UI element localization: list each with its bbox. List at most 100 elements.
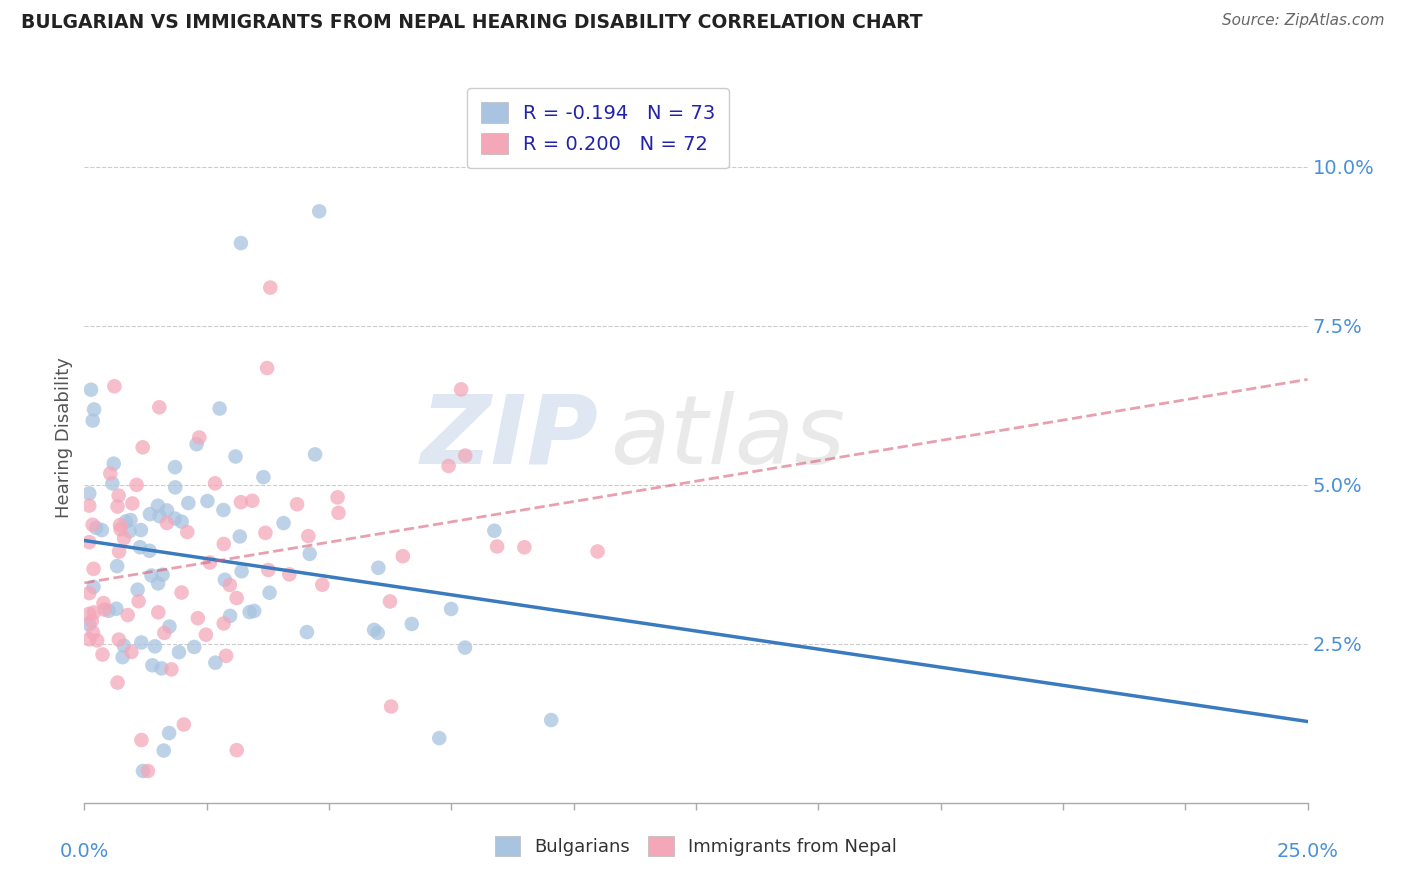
Point — [231, 564, 253, 578]
Point — [146, 499, 169, 513]
Point — [187, 611, 209, 625]
Point — [90, 523, 112, 537]
Point — [188, 430, 211, 444]
Point — [77, 617, 100, 632]
Point — [219, 608, 242, 623]
Point — [328, 506, 350, 520]
Point — [513, 541, 536, 555]
Point — [367, 561, 389, 575]
Point — [170, 585, 193, 599]
Point — [165, 480, 187, 494]
Point — [540, 713, 562, 727]
Point — [128, 594, 150, 608]
Point — [243, 604, 266, 618]
Point — [197, 494, 219, 508]
Point — [103, 379, 125, 393]
Point — [308, 204, 330, 219]
Point — [148, 509, 170, 524]
Legend: Bulgarians, Immigrants from Nepal: Bulgarians, Immigrants from Nepal — [488, 829, 904, 863]
Point — [148, 401, 170, 415]
Point — [367, 626, 389, 640]
Point — [131, 440, 153, 454]
Point — [132, 764, 155, 778]
Point — [131, 635, 153, 649]
Point — [83, 402, 105, 417]
Point — [160, 662, 183, 676]
Point — [204, 476, 226, 491]
Point — [118, 524, 141, 539]
Point — [136, 764, 159, 778]
Point — [326, 491, 349, 505]
Point — [83, 606, 105, 620]
Point — [120, 645, 142, 659]
Point — [186, 437, 208, 451]
Point — [101, 476, 124, 491]
Point — [108, 632, 131, 647]
Point — [212, 503, 235, 517]
Point — [212, 537, 235, 551]
Point — [77, 486, 100, 500]
Point — [218, 578, 240, 592]
Point — [311, 577, 333, 591]
Point — [93, 602, 115, 616]
Point — [215, 648, 238, 663]
Point — [273, 516, 295, 530]
Point — [427, 731, 450, 746]
Point — [254, 525, 277, 540]
Point — [297, 529, 319, 543]
Point — [454, 640, 477, 655]
Point — [91, 648, 114, 662]
Point — [378, 594, 401, 608]
Point — [437, 458, 460, 473]
Point — [208, 401, 231, 416]
Y-axis label: Hearing Disability: Hearing Disability — [55, 357, 73, 517]
Point — [112, 639, 135, 653]
Point — [141, 568, 163, 582]
Point — [84, 521, 107, 535]
Point — [148, 605, 170, 619]
Point — [107, 500, 129, 514]
Point — [440, 602, 463, 616]
Text: ZIP: ZIP — [420, 391, 598, 483]
Point — [83, 580, 105, 594]
Point — [304, 447, 326, 461]
Point — [138, 543, 160, 558]
Point — [110, 522, 132, 536]
Text: Source: ZipAtlas.com: Source: ZipAtlas.com — [1222, 13, 1385, 29]
Point — [86, 633, 108, 648]
Point — [163, 460, 186, 475]
Point — [152, 743, 174, 757]
Point — [167, 645, 190, 659]
Point — [146, 576, 169, 591]
Point — [225, 591, 247, 605]
Point — [143, 640, 166, 654]
Point — [454, 449, 477, 463]
Point — [259, 585, 281, 599]
Point — [82, 517, 104, 532]
Point — [401, 617, 423, 632]
Text: atlas: atlas — [610, 391, 845, 483]
Point — [105, 601, 128, 615]
Point — [170, 515, 193, 529]
Point — [252, 470, 274, 484]
Point — [82, 413, 104, 427]
Point — [141, 658, 163, 673]
Text: BULGARIAN VS IMMIGRANTS FROM NEPAL HEARING DISABILITY CORRELATION CHART: BULGARIAN VS IMMIGRANTS FROM NEPAL HEARI… — [21, 13, 922, 32]
Point — [93, 596, 115, 610]
Point — [150, 661, 173, 675]
Point — [82, 625, 104, 640]
Text: 25.0%: 25.0% — [1277, 842, 1339, 861]
Point — [173, 717, 195, 731]
Point — [77, 632, 100, 647]
Point — [121, 496, 143, 510]
Point — [450, 383, 472, 397]
Point — [80, 614, 103, 628]
Point — [204, 656, 226, 670]
Point — [127, 582, 149, 597]
Point — [239, 605, 262, 619]
Point — [363, 623, 385, 637]
Point — [80, 383, 103, 397]
Point — [152, 567, 174, 582]
Point — [225, 450, 247, 464]
Point — [77, 586, 100, 600]
